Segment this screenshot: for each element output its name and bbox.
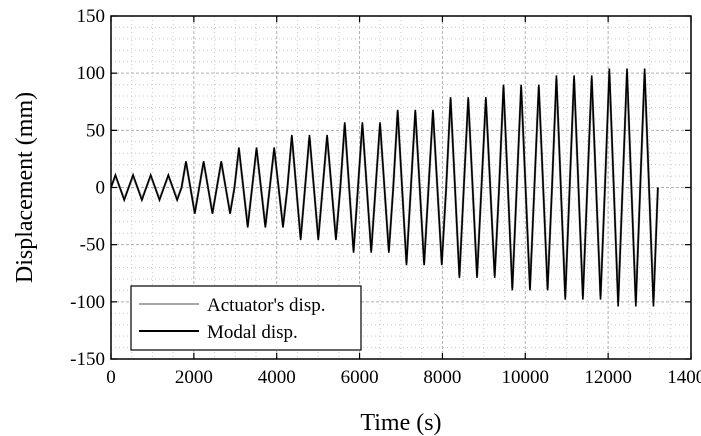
ticks: 0 2000 4000 6000 8000 10000 12000 14000 -150 -100…	[70, 6, 701, 388]
x-tick-label: 10000	[502, 367, 550, 388]
y-tick-label: 50	[86, 120, 105, 141]
x-tick-label: 6000	[341, 367, 379, 388]
y-tick-label: 0	[96, 178, 106, 199]
x-tick-label: 8000	[423, 367, 461, 388]
y-tick-label: -100	[70, 292, 105, 313]
x-tick-label: 12000	[584, 367, 632, 388]
series-line-modal	[110, 68, 659, 307]
x-tick-label: 14000	[667, 367, 701, 388]
series-layer	[109, 68, 660, 307]
y-tick-label: -50	[80, 235, 105, 256]
x-tick-label: 4000	[258, 367, 296, 388]
legend-box	[130, 285, 362, 351]
y-tick-label: 150	[77, 6, 106, 27]
legend: Actuator's disp. Modal disp.	[130, 285, 362, 351]
y-tick-label: 100	[77, 63, 106, 84]
y-axis-title: Displacement (mm)	[12, 92, 38, 283]
y-tick-label: -150	[70, 349, 105, 370]
x-tick-label: 0	[106, 367, 116, 388]
legend-label-modal: Modal disp.	[207, 322, 298, 343]
x-axis-title: Time (s)	[360, 410, 441, 436]
x-tick-label: 2000	[175, 367, 213, 388]
legend-label-actuator: Actuator's disp.	[207, 295, 325, 316]
